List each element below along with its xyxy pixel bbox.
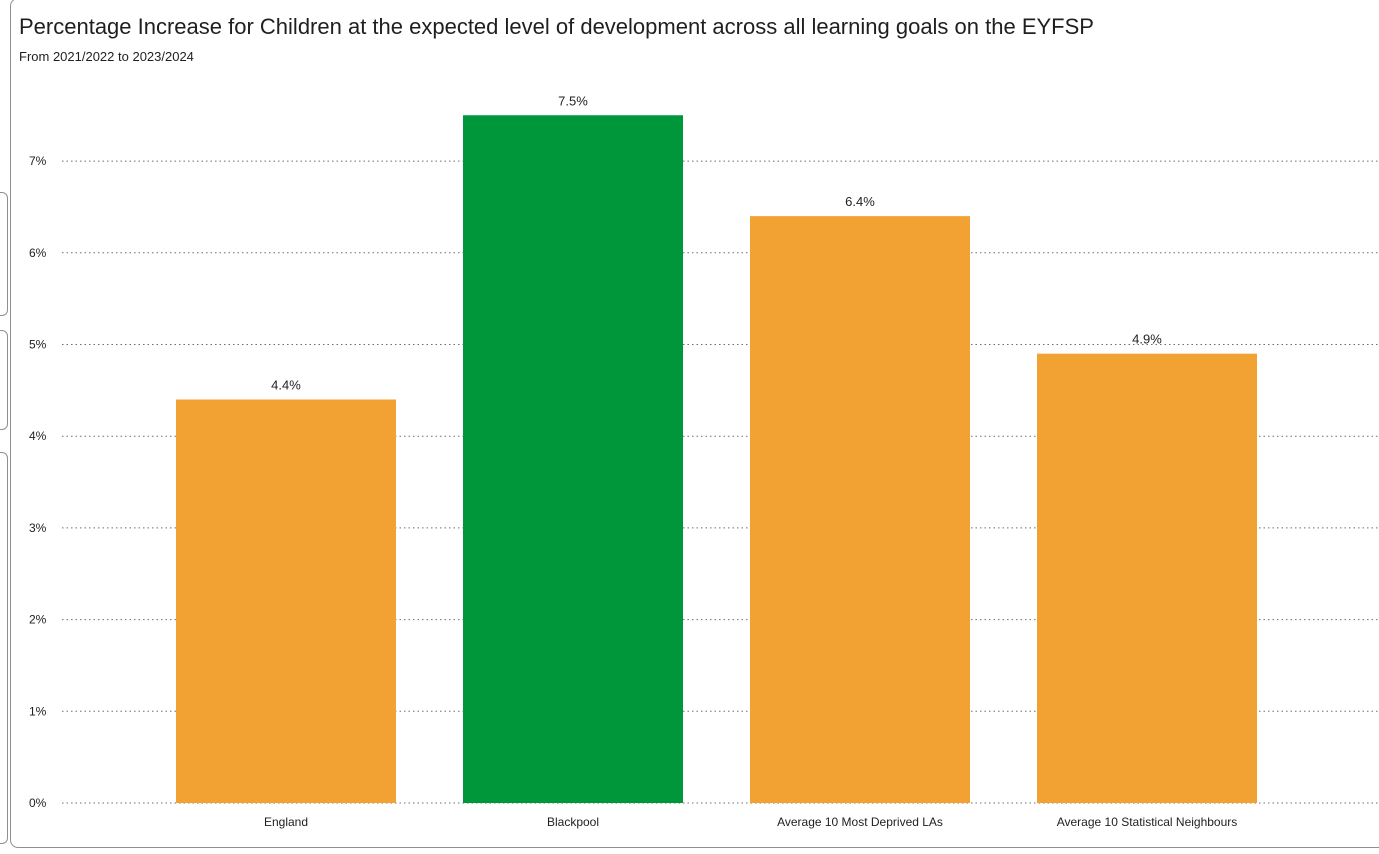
bars — [176, 115, 1257, 803]
side-tab-middle — [0, 330, 8, 430]
side-tab-top — [0, 192, 8, 316]
value-label: 6.4% — [845, 194, 875, 209]
y-tick-label: 4% — [29, 429, 47, 443]
category-label: England — [264, 815, 308, 829]
category-label: Blackpool — [547, 815, 599, 829]
category-labels: England Blackpool Average 10 Most Deprived… — [264, 815, 1237, 829]
y-tick-label: 3% — [29, 521, 47, 535]
y-tick-label: 7% — [29, 154, 47, 168]
y-tick-label: 5% — [29, 338, 47, 352]
bar-average-10-most-deprived-las[interactable] — [750, 216, 970, 803]
value-label: 7.5% — [558, 93, 588, 108]
y-tick-label: 0% — [29, 796, 47, 810]
bar-england[interactable] — [176, 399, 396, 803]
chart-subtitle: From 2021/2022 to 2023/2024 — [19, 49, 194, 64]
value-label: 4.9% — [1132, 332, 1162, 347]
y-tick-label: 6% — [29, 246, 47, 260]
chart-title: Percentage Increase for Children at the … — [19, 14, 1094, 39]
value-label: 4.4% — [271, 378, 301, 393]
value-labels: 4.4% 7.5% 6.4% 4.9% — [271, 93, 1162, 392]
y-tick-label: 1% — [29, 704, 47, 718]
chart-frame — [10, 0, 1379, 848]
bar-blackpool[interactable] — [463, 115, 683, 803]
y-axis-ticks: 0% 1% 2% 3% 4% 5% 6% 7% — [29, 154, 47, 810]
side-tab-bottom — [0, 452, 8, 844]
bar-average-10-statistical-neighbours[interactable] — [1037, 353, 1257, 803]
category-label: Average 10 Most Deprived LAs — [777, 815, 943, 829]
y-tick-label: 2% — [29, 613, 47, 627]
category-label: Average 10 Statistical Neighbours — [1057, 815, 1238, 829]
